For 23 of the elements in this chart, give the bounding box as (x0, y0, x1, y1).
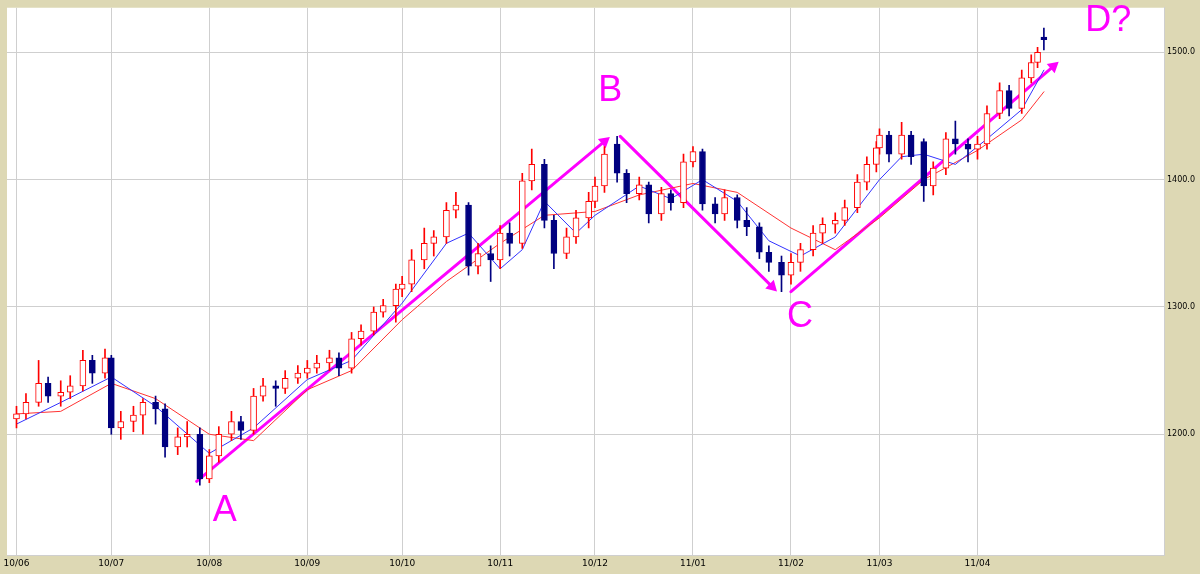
x-tick-label: 10/10 (389, 557, 416, 568)
x-tick-label: 10/08 (196, 557, 223, 568)
y-tick-label: 1300.0 (1167, 302, 1196, 312)
annotation: D? (1085, 0, 1132, 40)
candlestick (452, 192, 460, 219)
candlestick (831, 212, 839, 234)
x-tick-label: 10/11 (487, 557, 514, 568)
annotation: B (598, 68, 623, 110)
x-tick-label: 10/12 (582, 557, 608, 568)
x-tick-label: 10/09 (294, 557, 321, 568)
annotation: A (212, 488, 237, 530)
x-tick-label: 10/06 (3, 557, 30, 568)
x-tick-label: 11/04 (964, 557, 991, 568)
candlestick (743, 207, 751, 236)
y-tick-label: 1200.0 (1167, 429, 1196, 439)
x-tick-label: 11/03 (866, 557, 893, 568)
x-tick-label: 11/02 (778, 557, 804, 568)
x-tick-label: 10/07 (98, 557, 125, 568)
annotation: C (787, 293, 814, 335)
x-tick-label: 11/01 (680, 557, 706, 568)
y-tick-label: 1400.0 (1167, 174, 1196, 184)
candlestick (117, 411, 125, 440)
y-tick-label: 1500.0 (1167, 47, 1196, 57)
